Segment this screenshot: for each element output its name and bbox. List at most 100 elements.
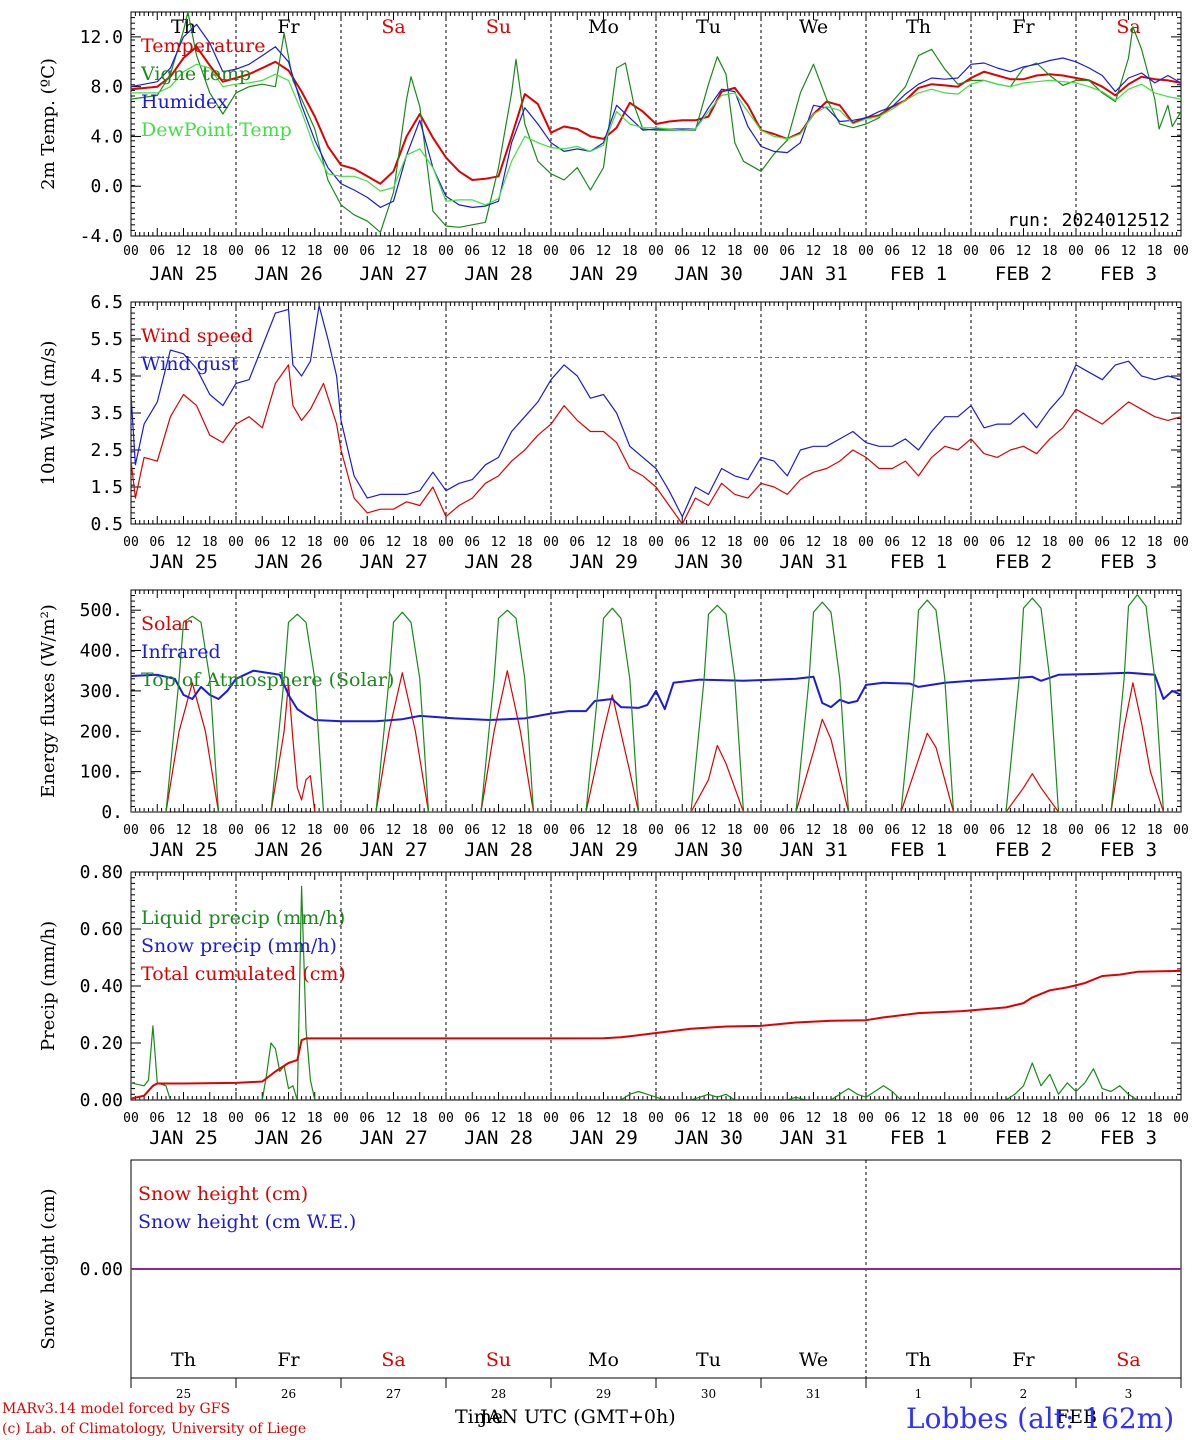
day-name-label: Sa xyxy=(381,16,405,38)
hour-tick-label: 18 xyxy=(307,244,323,259)
hour-tick-label: 12 xyxy=(1121,244,1137,259)
hour-tick-label: 00 xyxy=(123,535,139,550)
day-name-label: Fr xyxy=(277,1349,300,1371)
day-name-label: Fr xyxy=(1012,1349,1035,1371)
hour-tick-label: 00 xyxy=(333,823,349,838)
hour-tick-label: 18 xyxy=(832,535,848,550)
hour-tick-label: 00 xyxy=(438,823,454,838)
y-tick-label: 0. xyxy=(101,802,123,823)
series-line-temperature xyxy=(131,45,1181,185)
day-name-label: Tu xyxy=(696,1349,721,1371)
legend-entry: Humidex xyxy=(141,91,228,113)
hour-tick-label: 18 xyxy=(1042,823,1058,838)
hour-tick-label: 00 xyxy=(1173,1111,1189,1126)
series-line-dewpoint-temp xyxy=(131,63,1181,206)
day-name-label: Fr xyxy=(277,16,300,38)
hour-tick-label: 06 xyxy=(149,244,165,259)
panel-4: 00 06 12 18 00 06 12 18 00 06 12 18 00 06 12 18 00 06 12 18… xyxy=(38,862,1189,1149)
hour-tick-label: 00 xyxy=(1173,535,1189,550)
hour-tick-label: 00 xyxy=(858,1111,874,1126)
y-axis-label: Precip (mm/h) xyxy=(38,921,59,1051)
legend-entry: Total cumulated (cm) xyxy=(141,963,346,985)
hour-tick-label: 12 xyxy=(806,244,822,259)
hour-tick-label: 06 xyxy=(989,244,1005,259)
hour-tick-label: 06 xyxy=(464,1111,480,1126)
hour-tick-label: 12 xyxy=(596,823,612,838)
hour-tick-label: 06 xyxy=(254,535,270,550)
hour-tick-label: 00 xyxy=(543,823,559,838)
legend-entry: Wind speed xyxy=(141,325,253,347)
date-label: JAN 29 xyxy=(569,263,638,285)
date-label: JAN 27 xyxy=(359,263,428,285)
hour-tick-label: 00 xyxy=(858,535,874,550)
day-name-label: Tu xyxy=(696,16,721,38)
date-label: JAN 25 xyxy=(149,551,218,573)
hour-tick-label: 12 xyxy=(386,1111,402,1126)
hour-tick-label: 18 xyxy=(622,1111,638,1126)
y-tick-label: 0.00 xyxy=(80,1259,123,1280)
hour-tick-label: 06 xyxy=(359,244,375,259)
hour-tick-label: 18 xyxy=(832,823,848,838)
series-line-humidex xyxy=(131,23,1181,208)
date-label: JAN 26 xyxy=(254,839,323,861)
hour-tick-label: 12 xyxy=(176,1111,192,1126)
day-number-label: 30 xyxy=(701,1387,716,1401)
date-label: FEB 1 xyxy=(890,551,947,573)
hour-tick-label: 18 xyxy=(937,535,953,550)
y-tick-label: 500. xyxy=(80,600,123,621)
y-axis-label: Snow height (cm) xyxy=(38,1188,59,1349)
y-tick-label: 0.0 xyxy=(90,176,123,197)
hour-tick-label: 12 xyxy=(806,823,822,838)
hour-tick-label: 12 xyxy=(806,1111,822,1126)
date-label: FEB 2 xyxy=(995,1127,1052,1149)
date-label: FEB 2 xyxy=(995,551,1052,573)
hour-tick-label: 00 xyxy=(648,244,664,259)
hour-tick-label: 12 xyxy=(1121,1111,1137,1126)
hour-tick-label: 12 xyxy=(176,244,192,259)
series-line-wind-gust xyxy=(131,305,1181,518)
series-line-top-of-atmosphere-solar- xyxy=(131,594,1181,812)
hour-tick-label: 18 xyxy=(202,244,218,259)
date-label: FEB 1 xyxy=(890,1127,947,1149)
hour-tick-label: 12 xyxy=(176,823,192,838)
panel-5: Th 25 Fr 26 Sa 27 Su 28 Mo 29 Tu 30 We 31 Th 1 Fr 2 Sa 3 0.0… xyxy=(38,1159,1182,1401)
hour-tick-label: 00 xyxy=(1068,535,1084,550)
hour-tick-label: 18 xyxy=(202,1111,218,1126)
hour-tick-label: 18 xyxy=(517,535,533,550)
day-name-label: Su xyxy=(486,1349,511,1371)
hour-tick-label: 06 xyxy=(1094,823,1110,838)
hour-tick-label: 00 xyxy=(333,244,349,259)
station-label: Lobbes (alt: 162m) xyxy=(906,1402,1175,1435)
hour-tick-label: 12 xyxy=(491,1111,507,1126)
hour-tick-label: 06 xyxy=(674,535,690,550)
date-label: JAN 30 xyxy=(674,551,743,573)
hour-tick-label: 06 xyxy=(674,823,690,838)
date-label: JAN 28 xyxy=(464,1127,533,1149)
y-tick-label: 4.5 xyxy=(90,366,123,387)
model-label: MARv3.14 model forced by GFS xyxy=(2,1401,231,1417)
hour-tick-label: 00 xyxy=(228,244,244,259)
y-tick-label: 1.5 xyxy=(90,477,123,498)
legend-entry: Liquid precip (mm/h) xyxy=(141,907,345,929)
hour-tick-label: 12 xyxy=(1016,535,1032,550)
hour-tick-label: 00 xyxy=(858,823,874,838)
hour-tick-label: 06 xyxy=(674,244,690,259)
day-number-label: 28 xyxy=(491,1387,506,1401)
day-name-label: Th xyxy=(171,1349,196,1371)
hour-tick-label: 12 xyxy=(1121,823,1137,838)
hour-tick-label: 18 xyxy=(202,535,218,550)
series-line-total-cumulated-cm- xyxy=(131,969,1181,1100)
hour-tick-label: 12 xyxy=(491,535,507,550)
hour-tick-label: 06 xyxy=(989,823,1005,838)
hour-tick-label: 00 xyxy=(963,244,979,259)
hour-tick-label: 12 xyxy=(701,244,717,259)
hour-tick-label: 06 xyxy=(569,535,585,550)
hour-tick-label: 18 xyxy=(307,1111,323,1126)
date-label: JAN 31 xyxy=(779,551,848,573)
hour-tick-label: 00 xyxy=(753,244,769,259)
hour-tick-label: 18 xyxy=(1147,1111,1163,1126)
date-label: JAN 29 xyxy=(569,1127,638,1149)
plot-area xyxy=(131,305,1181,524)
date-label: JAN 29 xyxy=(569,839,638,861)
day-number-label: 27 xyxy=(386,1387,401,1401)
